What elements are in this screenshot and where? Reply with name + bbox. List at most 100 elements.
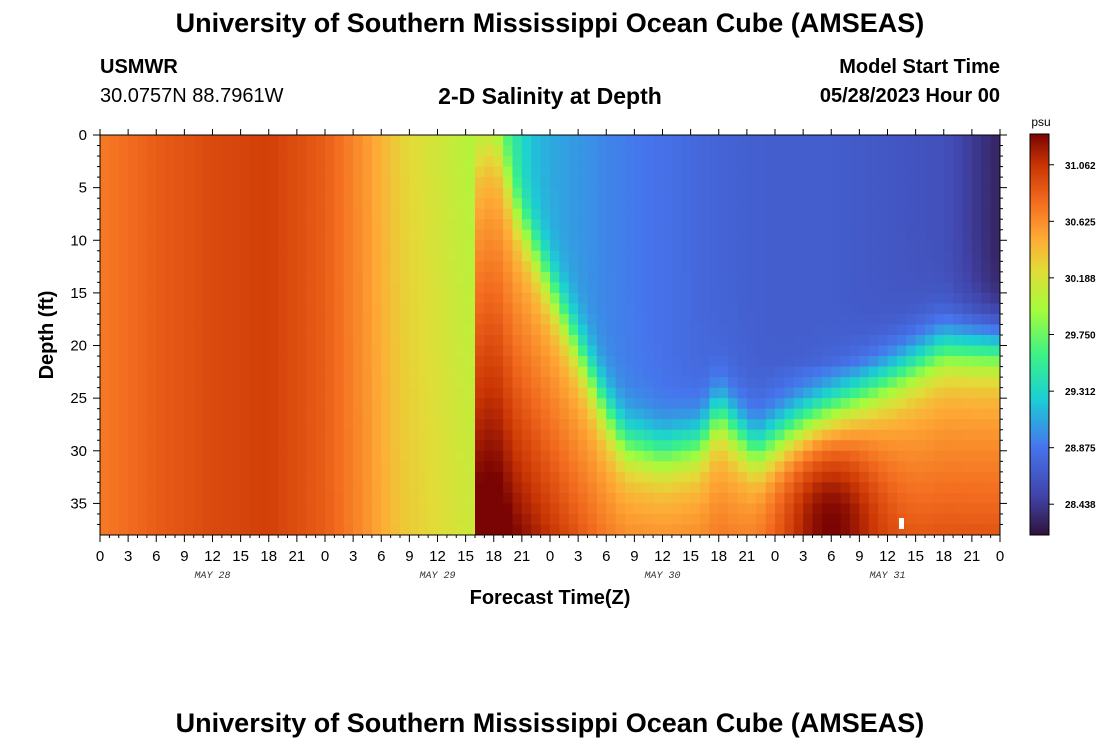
heatmap-cell (409, 377, 420, 389)
heatmap-cell (418, 450, 429, 462)
heatmap-cell (418, 135, 429, 147)
heatmap-cell (212, 471, 223, 483)
heatmap-cell (784, 282, 795, 294)
heatmap-cell (643, 492, 654, 505)
heatmap-cell (812, 387, 823, 399)
heatmap-cell (915, 166, 926, 178)
heatmap-cell (943, 503, 954, 515)
heatmap-cell (653, 513, 664, 526)
heatmap-cell (118, 345, 129, 357)
heatmap-cell (643, 303, 654, 315)
heatmap-cell (456, 440, 467, 452)
heatmap-cell (465, 335, 476, 347)
heatmap-cell (812, 429, 823, 441)
heatmap-cell (634, 345, 645, 357)
heatmap-cell (221, 219, 232, 231)
heatmap-cell (925, 513, 935, 526)
heatmap-cell (465, 429, 476, 441)
heatmap-cell (690, 261, 701, 273)
heatmap-cell (268, 166, 279, 178)
heatmap-cell (287, 345, 298, 357)
heatmap-cell (493, 166, 504, 178)
heatmap-cell (568, 313, 579, 326)
heatmap-cell (578, 398, 589, 410)
heatmap-cell (540, 440, 551, 452)
heatmap-cell (793, 145, 804, 157)
heatmap-cell (559, 198, 570, 210)
heatmap-cell (203, 156, 214, 168)
heatmap-cell (653, 366, 664, 378)
heatmap-cell (343, 261, 354, 273)
heatmap-cell (868, 482, 879, 494)
heatmap-cell (231, 177, 242, 189)
y-tick-label: 15 (70, 285, 87, 302)
heatmap-cell (990, 440, 1000, 452)
heatmap-cell (840, 492, 851, 505)
heatmap-cell (212, 440, 223, 452)
heatmap-cell (521, 461, 532, 473)
heatmap-cell (521, 208, 532, 220)
heatmap-cell (981, 208, 992, 220)
heatmap-cell (493, 303, 504, 315)
heatmap-cell (606, 187, 617, 199)
heatmap-cell (334, 471, 345, 483)
heatmap-cell (812, 187, 823, 199)
heatmap-cell (812, 229, 823, 241)
heatmap-cell (390, 166, 401, 178)
heatmap-cell (400, 387, 410, 399)
heatmap-cell (887, 408, 898, 420)
heatmap-cell (259, 292, 270, 305)
heatmap-cell (756, 408, 767, 420)
heatmap-cell (896, 345, 907, 357)
heatmap-cell (221, 387, 232, 399)
heatmap-cell (775, 271, 785, 283)
heatmap-cell (400, 450, 410, 462)
heatmap-cell (690, 398, 701, 410)
heatmap-cell (221, 156, 232, 168)
heatmap-cell (400, 482, 410, 494)
heatmap-cell (700, 219, 710, 231)
heatmap-cell (465, 356, 476, 368)
heatmap-cell (531, 450, 542, 462)
heatmap-cell (250, 198, 260, 210)
heatmap-cell (240, 250, 251, 262)
heatmap-cell (850, 177, 860, 189)
heatmap-cell (775, 387, 785, 399)
heatmap-cell (943, 419, 954, 431)
heatmap-cell (568, 450, 579, 462)
heatmap-cell (812, 177, 823, 189)
heatmap-cell (493, 377, 504, 389)
heatmap-cell (625, 345, 635, 357)
heatmap-cell (156, 282, 167, 294)
heatmap-cell (353, 503, 364, 515)
heatmap-cell (671, 219, 682, 231)
heatmap-cell (709, 250, 720, 262)
heatmap-cell (775, 219, 785, 231)
heatmap-cell (531, 240, 542, 252)
heatmap-cell (146, 513, 157, 526)
heatmap-cell (212, 135, 223, 147)
heatmap-cell (334, 145, 345, 157)
heatmap-cell (718, 187, 729, 199)
heatmap-cell (793, 492, 804, 505)
heatmap-cell (587, 461, 598, 473)
heatmap-cell (925, 135, 935, 147)
heatmap-cell (925, 177, 935, 189)
heatmap-cell (484, 482, 495, 494)
heatmap-cell (268, 345, 279, 357)
heatmap-cell (821, 366, 832, 378)
heatmap-cell (400, 313, 410, 326)
heatmap-cell (662, 345, 673, 357)
heatmap-cell (475, 271, 485, 283)
heatmap-cell (240, 208, 251, 220)
heatmap-cell (700, 503, 710, 515)
heatmap-cell (765, 450, 776, 462)
heatmap-cell (250, 513, 260, 526)
heatmap-cell (221, 366, 232, 378)
heatmap-cell (465, 513, 476, 526)
heatmap-cell (709, 135, 720, 147)
heatmap-cell (718, 366, 729, 378)
heatmap-cell (568, 135, 579, 147)
heatmap-cell (240, 408, 251, 420)
heatmap-cell (231, 366, 242, 378)
